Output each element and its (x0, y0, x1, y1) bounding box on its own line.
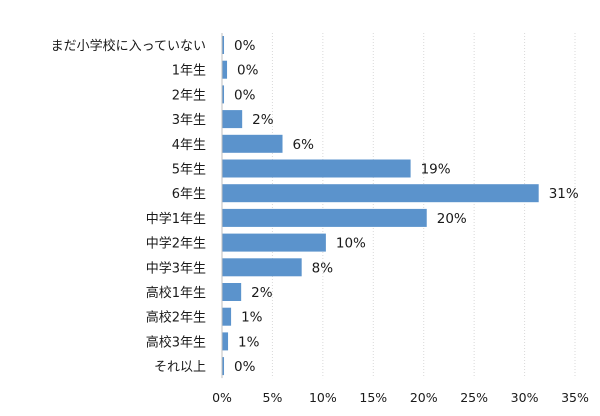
data-label: 20% (437, 211, 467, 227)
category-label: 2年生 (172, 88, 206, 103)
category-label: 高校2年生 (146, 310, 206, 326)
bar (222, 110, 243, 129)
bar (222, 36, 225, 54)
data-label: 2% (252, 112, 274, 128)
x-tick-label: 25% (460, 390, 488, 405)
bar (222, 208, 427, 227)
data-label: 1% (238, 334, 260, 350)
data-label: 8% (312, 260, 334, 276)
category-label: 1年生 (172, 64, 206, 79)
bar (222, 60, 228, 79)
bar (222, 233, 326, 252)
x-tick-label: 15% (359, 390, 387, 405)
data-label: 1% (241, 310, 263, 326)
category-label: 高校1年生 (146, 285, 206, 301)
x-tick-label: 20% (410, 390, 438, 405)
category-label: 高校3年生 (146, 334, 206, 350)
data-label: 31% (549, 186, 579, 202)
bar (222, 184, 539, 203)
data-label: 19% (421, 162, 451, 178)
bar (222, 357, 225, 376)
data-labels: 0% 0% 0% 2% 6% 19% 31% 20% 10%8% 2% 1% 1% 0% (234, 38, 579, 375)
bar (222, 85, 225, 104)
data-label: 6% (293, 137, 315, 153)
bars (222, 36, 539, 376)
x-tick-label: 5% (263, 390, 283, 405)
category-label: 中学2年生 (146, 236, 206, 252)
x-tick-label: 30% (511, 390, 539, 405)
bar (222, 134, 283, 153)
category-label: それ以上 (154, 360, 206, 375)
category-label: 5年生 (172, 163, 206, 178)
category-label: 中学1年生 (146, 211, 206, 227)
data-label: 0% (234, 38, 256, 54)
data-label: 0% (234, 359, 256, 375)
bar (222, 283, 242, 301)
x-tick-label: 10% (309, 390, 337, 405)
category-label: まだ小学校に入っていない (51, 38, 206, 54)
category-label: 6年生 (172, 187, 206, 202)
bar (222, 307, 232, 326)
data-label: 0% (237, 63, 259, 79)
bar (222, 258, 302, 277)
bar (222, 159, 411, 178)
bar (222, 332, 229, 351)
data-label: 10% (336, 236, 366, 252)
x-tick-label: 0% (212, 390, 232, 405)
category-labels: まだ小学校に入っていない 1年生 2年生 3年生 4年生 5年生 6年生中学1年生中学2年生… (51, 38, 206, 375)
category-label: 中学3年生 (146, 260, 206, 276)
data-label: 0% (234, 87, 256, 103)
category-label: 3年生 (172, 113, 206, 128)
category-label: 4年生 (172, 138, 206, 153)
x-tick-labels: 0% 5% 10% 15% 20% 25% 30% 35% (212, 390, 589, 405)
x-tick-label: 35% (561, 390, 589, 405)
gridlines (271, 33, 576, 379)
data-label: 2% (251, 285, 273, 301)
